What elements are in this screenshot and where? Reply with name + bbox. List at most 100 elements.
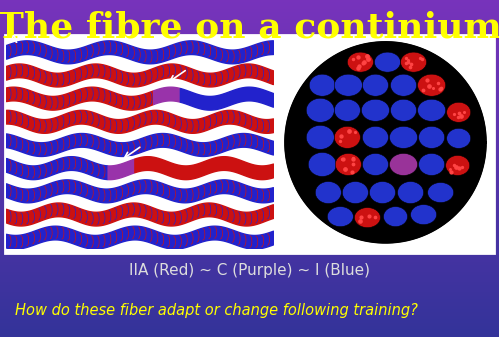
Bar [0, 94, 499, 98]
Bar [0, 61, 499, 64]
Ellipse shape [383, 207, 408, 226]
Ellipse shape [419, 126, 445, 148]
Bar [0, 51, 499, 54]
Bar [0, 236, 499, 239]
Bar [0, 7, 499, 10]
Bar [0, 243, 499, 246]
Bar [0, 297, 499, 300]
Ellipse shape [391, 74, 417, 96]
Ellipse shape [419, 153, 445, 176]
Bar [0, 155, 499, 158]
Bar [0, 263, 499, 266]
Ellipse shape [369, 182, 396, 204]
Ellipse shape [342, 182, 368, 204]
Bar [0, 233, 499, 236]
Bar [0, 182, 499, 185]
Bar [0, 330, 499, 334]
Ellipse shape [334, 126, 360, 148]
Bar [0, 74, 499, 78]
Bar [0, 283, 499, 286]
Bar [0, 91, 499, 94]
Bar [0, 37, 499, 40]
Ellipse shape [335, 153, 361, 176]
Bar [0, 98, 499, 101]
Bar [0, 81, 499, 84]
Bar [0, 108, 499, 111]
Bar [0, 256, 499, 259]
Ellipse shape [327, 207, 353, 226]
Bar [0, 115, 499, 118]
Text: B: B [290, 44, 297, 54]
Ellipse shape [354, 208, 380, 227]
Ellipse shape [362, 153, 389, 176]
Ellipse shape [361, 99, 390, 121]
Bar [0, 54, 499, 57]
Text: IIA (Red) ~ C (Purple) ~ I (Blue): IIA (Red) ~ C (Purple) ~ I (Blue) [129, 263, 370, 278]
Ellipse shape [362, 126, 389, 148]
Text: A: A [10, 35, 17, 45]
Bar [0, 10, 499, 13]
Bar [0, 249, 499, 253]
Bar [0, 324, 499, 327]
Bar [0, 206, 499, 209]
Ellipse shape [428, 183, 454, 203]
Bar [0, 239, 499, 243]
Bar [0, 303, 499, 307]
Bar [5, 35, 494, 253]
Bar [0, 138, 499, 142]
Ellipse shape [390, 153, 418, 176]
Polygon shape [285, 42, 486, 243]
Bar [0, 128, 499, 131]
Bar [0, 199, 499, 202]
Ellipse shape [315, 182, 341, 204]
Bar [0, 145, 499, 148]
Bar [0, 195, 499, 199]
Ellipse shape [446, 155, 470, 176]
Bar [0, 17, 499, 20]
Bar [0, 310, 499, 313]
Bar [0, 148, 499, 152]
Ellipse shape [418, 74, 446, 96]
Bar [0, 334, 499, 337]
Bar [0, 20, 499, 24]
Bar [0, 84, 499, 88]
Ellipse shape [334, 74, 362, 96]
Bar [0, 142, 499, 145]
Bar [0, 88, 499, 91]
Bar [0, 246, 499, 249]
Text: How do these fiber adapt or change following training?: How do these fiber adapt or change follo… [15, 303, 418, 318]
Ellipse shape [418, 99, 446, 121]
Bar [0, 152, 499, 155]
Bar [0, 286, 499, 290]
Text: The fibre on a continium: The fibre on a continium [0, 10, 499, 44]
Bar [0, 317, 499, 320]
Bar [0, 209, 499, 212]
Bar [0, 179, 499, 182]
Bar [0, 34, 499, 37]
Bar [0, 135, 499, 138]
Bar [0, 111, 499, 115]
Bar [0, 121, 499, 125]
Bar [0, 24, 499, 27]
Ellipse shape [374, 52, 401, 72]
Ellipse shape [362, 74, 389, 96]
Ellipse shape [306, 98, 334, 122]
Bar [0, 162, 499, 165]
Bar [0, 189, 499, 192]
Bar [0, 67, 499, 71]
Ellipse shape [447, 128, 471, 148]
Bar [0, 125, 499, 128]
Bar [0, 57, 499, 61]
Bar [0, 219, 499, 222]
Ellipse shape [390, 126, 418, 148]
Bar [0, 300, 499, 303]
Bar [0, 253, 499, 256]
Bar [0, 64, 499, 67]
Bar [0, 185, 499, 189]
Bar [0, 118, 499, 121]
Bar [0, 280, 499, 283]
Ellipse shape [447, 102, 471, 122]
Bar [0, 202, 499, 206]
Bar [0, 212, 499, 216]
Ellipse shape [308, 152, 336, 177]
